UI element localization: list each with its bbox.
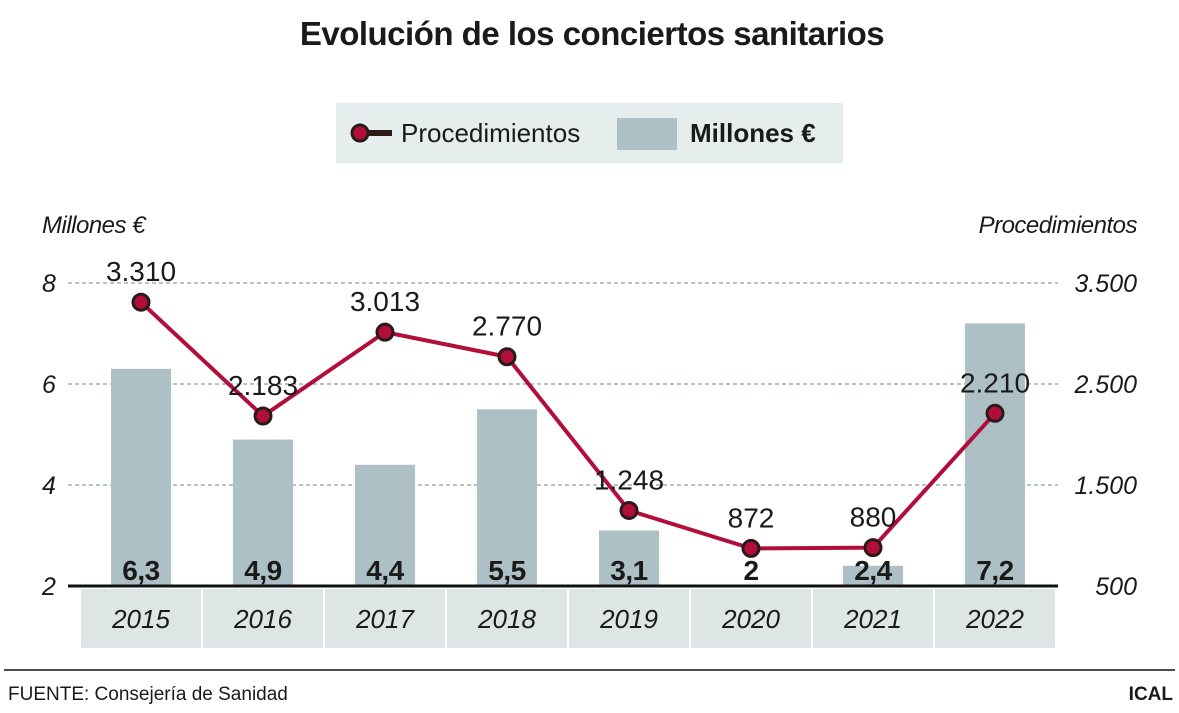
gridlines (68, 282, 1058, 486)
bar-value-label: 4,9 (244, 555, 281, 586)
right-axis-title: Procedimientos (979, 212, 1138, 239)
year-cell (691, 589, 811, 648)
chart-title: Evolución de los conciertos sanitarios (300, 15, 884, 52)
bar (355, 464, 415, 586)
legend-marker-swatch (350, 123, 370, 143)
year-label: 2015 (111, 604, 170, 634)
year-cell (81, 589, 201, 648)
bar-value-label: 7,2 (976, 555, 1013, 586)
legend-bar-swatch (617, 118, 677, 150)
year-cell (569, 589, 689, 648)
year-label: 2018 (477, 604, 536, 634)
point-value-label: 2.210 (960, 367, 1030, 398)
point-value-label: 1.248 (594, 464, 664, 495)
year-label: 2020 (721, 604, 780, 634)
left-axis-title: Millones € (42, 212, 147, 239)
line-point (619, 500, 639, 520)
point-value-label: 3.013 (350, 286, 420, 317)
legend-procedimientos: Procedimientos (401, 118, 580, 148)
procedimientos-line (131, 292, 1005, 558)
point-value-label: 3.310 (106, 256, 176, 287)
line-point (253, 406, 273, 426)
year-cell (935, 589, 1055, 648)
legend-millones: Millones € (690, 118, 816, 148)
bar-value-label: 2 (743, 555, 758, 586)
legend: Procedimientos Millones € (336, 103, 843, 163)
bars (111, 323, 1025, 586)
source-note: FUENTE: Consejería de Sanidad (8, 684, 288, 705)
left-tick-label: 6 (42, 371, 56, 399)
left-tick-label: 4 (42, 472, 56, 500)
year-cell (325, 589, 445, 648)
bar (477, 409, 537, 586)
left-tick-label: 2 (41, 573, 56, 601)
year-label: 2022 (965, 604, 1024, 634)
bar (111, 368, 171, 586)
line-path (139, 300, 997, 551)
year-cell (447, 589, 567, 648)
line-point (985, 403, 1005, 423)
point-value-label: 2.770 (472, 311, 542, 342)
year-label: 2019 (599, 604, 658, 634)
year-label: 2021 (843, 604, 902, 634)
year-label: 2016 (233, 604, 292, 634)
brand-logo: ICAL (1129, 684, 1174, 705)
line-point (497, 347, 517, 367)
bar (843, 565, 903, 586)
year-cell (813, 589, 933, 648)
line-point (131, 292, 151, 312)
year-label: 2017 (355, 604, 415, 634)
bar (599, 530, 659, 586)
bar-value-label: 4,4 (366, 555, 404, 586)
left-tick-label: 8 (42, 270, 56, 298)
line-point (375, 322, 395, 342)
right-tick-label: 1.500 (1074, 472, 1137, 500)
bar-value-label: 6,3 (122, 555, 159, 586)
line-point (741, 538, 761, 558)
bar (233, 439, 293, 586)
axis-ticks: 2 4 6 8 500 1.500 2.500 3.500 (41, 270, 1137, 601)
year-cells: 2015 2016 2017 2018 2019 2020 2021 2022 (81, 589, 1055, 648)
bar-value-label: 2,4 (854, 555, 892, 586)
point-value-label: 872 (728, 502, 775, 533)
bar (965, 323, 1025, 586)
bar-labels: 6,3 4,9 4,4 5,5 3,1 2 2,4 7,2 (122, 555, 1014, 586)
bar-value-label: 5,5 (488, 555, 525, 586)
point-value-label: 2.183 (228, 370, 298, 401)
right-tick-label: 2.500 (1073, 371, 1137, 399)
legend-box (336, 103, 843, 163)
bar-value-label: 3,1 (610, 555, 647, 586)
point-value-label: 880 (850, 502, 897, 533)
right-tick-label: 500 (1095, 573, 1137, 601)
point-labels: 3.310 2.183 3.013 2.770 1.248 872 880 2.210 (106, 256, 1030, 533)
year-cell (203, 589, 323, 648)
line-point (863, 538, 883, 558)
right-tick-label: 3.500 (1074, 270, 1137, 298)
